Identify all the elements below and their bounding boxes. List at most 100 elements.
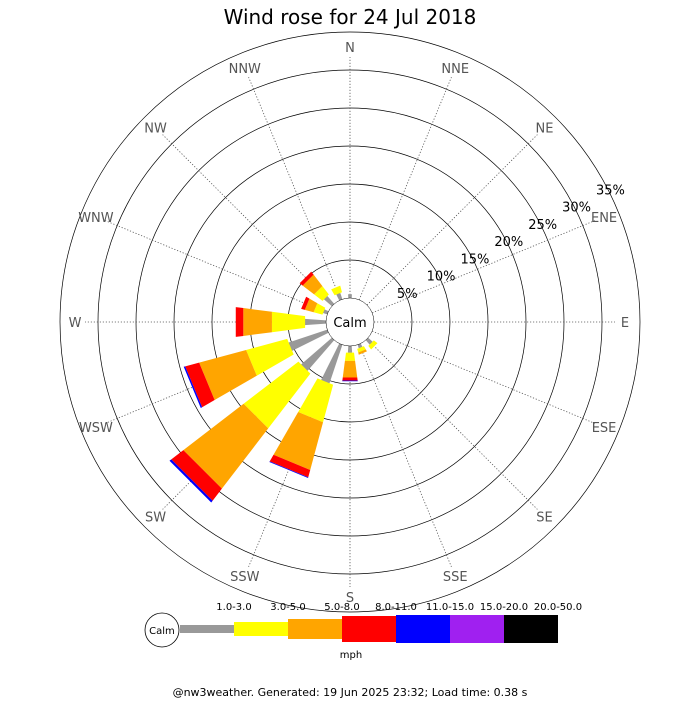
direction-label-ne: NE (535, 122, 553, 137)
legend-swatch-20-0-50-0 (504, 615, 558, 643)
petal-nw-bin-1 (323, 295, 335, 307)
direction-label-sse: SSE (443, 570, 468, 585)
legend-swatch-5-0-8-0 (288, 619, 342, 639)
petal-sw-bin-1 (300, 337, 335, 372)
radial-tick-25: 25% (528, 218, 557, 233)
spoke-nne (358, 77, 452, 300)
radial-tick-10: 10% (427, 270, 456, 285)
spoke-wnw (105, 220, 328, 314)
direction-label-nne: NNE (441, 62, 469, 77)
spoke-ese (372, 330, 595, 424)
petal-nw-bin-2 (314, 286, 329, 301)
legend-label-20-0-50-0: 20.0-50.0 (534, 602, 582, 613)
direction-label-s: S (346, 591, 354, 606)
direction-label-nnw: NNW (229, 62, 261, 77)
spoke-ene (372, 220, 595, 314)
direction-label-wsw: WSW (79, 421, 113, 436)
legend-swatch-8-0-11-0 (342, 616, 396, 642)
spoke-se (366, 338, 538, 510)
legend-label-1-0-3-0: 1.0-3.0 (216, 602, 251, 613)
footer-credit: @nw3weather. Generated: 19 Jun 2025 23:3… (173, 686, 528, 699)
petal-wsw-bin-1 (288, 329, 329, 352)
petal-sse-bin-2 (357, 346, 366, 353)
legend-label-5-0-8-0: 5.0-8.0 (324, 602, 359, 613)
petal-wnw-bin-4 (301, 296, 310, 310)
direction-label-e: E (621, 316, 629, 331)
calm-center: Calm (325, 297, 375, 347)
petal-s-bin-1 (347, 345, 353, 353)
calm-circle (325, 297, 375, 347)
direction-label-wnw: WNW (78, 211, 114, 226)
petal-wnw-bin-3 (304, 298, 318, 313)
legend-calm-circle (144, 612, 180, 648)
petal-n-bin-1 (348, 294, 352, 299)
wind-petals (169, 271, 378, 503)
legend-label-3-0-5-0: 3.0-5.0 (270, 602, 305, 613)
grid-circle-7 (59, 31, 641, 613)
direction-labels: N NNE NE ENE E ESE SE SSE S SSW SW WSW W WNW NW NNW (69, 41, 630, 606)
direction-label-ese: ESE (592, 421, 617, 436)
speed-legend: Calm 1.0-3.0 3.0-5.0 5.0-8.0 8.0-11.0 11.0-15… (144, 602, 582, 661)
legend-unit: mph (340, 650, 362, 661)
spoke-ne (366, 134, 538, 306)
legend-calm-label: Calm (149, 626, 175, 637)
petal-w-bin-2 (271, 311, 306, 333)
direction-label-nw: NW (144, 122, 167, 137)
petal-se-bin-1 (365, 337, 373, 345)
spoke-nnw (248, 77, 342, 300)
radial-tick-20: 20% (494, 235, 523, 250)
petal-nnw-bin-2 (331, 285, 342, 296)
petal-nw-bin-4 (299, 271, 314, 286)
legend-label-15-0-20-0: 15.0-20.0 (480, 602, 528, 613)
radial-tick-30: 30% (562, 201, 591, 216)
direction-label-ene: ENE (591, 211, 617, 226)
petal-sw-bin-3 (183, 403, 269, 489)
petal-sw-bin-2 (243, 361, 311, 429)
legend-swatch-15-0-20-0 (450, 615, 504, 643)
radial-tick-35: 35% (596, 183, 625, 198)
petal-ssw-bin-1 (320, 343, 343, 384)
petal-sse-bin-1 (357, 343, 363, 349)
legend-label-8-0-11-0: 8.0-11.0 (375, 602, 417, 613)
petal-nw-bin-3 (302, 274, 323, 295)
legend-swatch-11-0-15-0 (396, 615, 450, 643)
petal-ssw-bin-5 (269, 461, 309, 479)
petal-nnw-bin-1 (336, 292, 343, 301)
direction-label-sw: SW (145, 510, 166, 525)
petal-ssw-bin-2 (298, 378, 334, 423)
petal-sw-bin-5 (169, 459, 213, 503)
petal-ssw-bin-4 (269, 454, 311, 478)
petal-wsw-bin-2 (246, 338, 294, 376)
petal-sse-bin-3 (358, 349, 367, 355)
spoke-nw (162, 134, 334, 306)
petal-wnw-bin-1 (322, 309, 329, 315)
radial-tick-5: 5% (397, 287, 418, 302)
direction-label-n: N (345, 41, 355, 56)
petal-wnw-bin-2 (313, 303, 326, 315)
direction-label-w: W (69, 316, 82, 331)
petal-s-bin-2 (344, 352, 356, 361)
petal-s-bin-5 (342, 380, 358, 382)
direction-label-ssw: SSW (230, 570, 260, 585)
direction-label-se: SE (536, 510, 552, 525)
petal-ssw-bin-3 (273, 411, 324, 470)
spoke-sse (358, 344, 452, 567)
petal-se-bin-2 (368, 340, 378, 350)
legend-swatch-1-0-3-0 (180, 625, 234, 633)
calm-label: Calm (333, 316, 366, 331)
radial-tick-labels: 5% 10% 15% 20% 25% 30% 35% (397, 183, 625, 302)
petal-w-bin-3 (243, 308, 272, 336)
petal-w-bin-4 (235, 307, 244, 337)
petal-wsw-bin-3 (199, 349, 257, 400)
petal-wsw-bin-4 (185, 362, 215, 408)
grid-circle-4 (173, 145, 527, 499)
legend-label-11-0-15-0: 11.0-15.0 (426, 602, 474, 613)
petal-wsw-bin-5 (183, 366, 203, 408)
petal-sw-bin-4 (171, 450, 222, 501)
legend-swatch-3-0-5-0 (234, 622, 288, 636)
radial-tick-15: 15% (461, 252, 490, 267)
petal-s-bin-3 (342, 360, 358, 378)
petal-w-bin-1 (304, 318, 327, 326)
